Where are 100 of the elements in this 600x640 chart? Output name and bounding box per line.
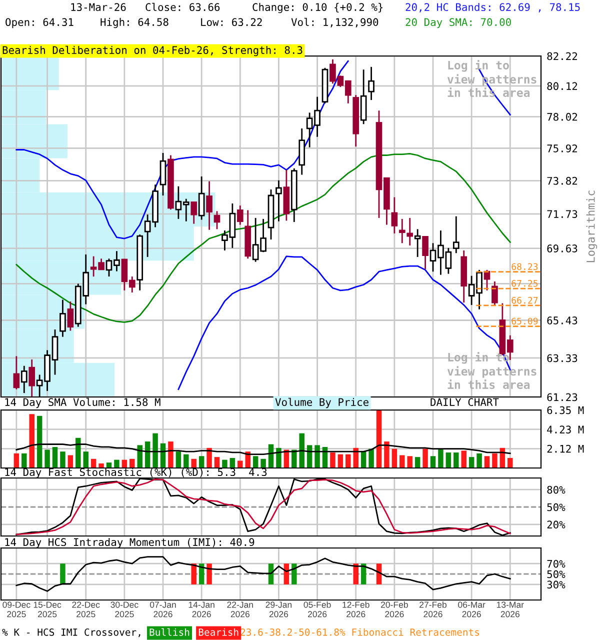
chart-title: 14 Day SMA Volume: 1.58 M <box>5 398 160 408</box>
y-tick-label: 50% <box>547 570 566 578</box>
bar <box>83 452 88 468</box>
candlestick <box>13 355 20 390</box>
bar <box>168 442 174 468</box>
y-tick-label: 6.35 M <box>547 406 584 414</box>
candlestick <box>414 228 421 258</box>
x-tick-label: 12-Feb 2026 <box>342 601 370 618</box>
candlestick <box>422 236 428 270</box>
x-tick-label: 07-Jan 2026 <box>150 602 176 618</box>
bar <box>130 458 135 468</box>
bar <box>376 410 382 468</box>
x-tick-label: 14-Jan 2026 <box>188 602 214 618</box>
bar <box>114 460 120 468</box>
bar <box>330 452 336 468</box>
candlestick <box>452 216 460 254</box>
y-tick-label: 4.23 M <box>547 426 584 434</box>
bar <box>22 453 27 468</box>
y-tick-label: 50% <box>547 503 566 512</box>
y-tick-label: 65.43 <box>547 316 578 324</box>
bar <box>430 456 436 468</box>
text: 13-Mar-26 <box>71 3 126 12</box>
y-tick-label: 73.82 <box>547 176 578 185</box>
line-series <box>16 556 511 592</box>
x-tick-label: 30-Dec 2025 <box>110 602 138 618</box>
bar <box>14 453 20 468</box>
legend-title: % K - HCS IMI Crossover, <box>2 628 140 638</box>
bar <box>468 457 474 468</box>
bar <box>76 438 81 468</box>
y-tick-label: 80.12 <box>547 82 578 90</box>
text: Low: 63.22 <box>201 18 262 26</box>
bar <box>230 458 236 468</box>
bar <box>98 463 104 468</box>
x-tick-label: 09-Dec 2025 <box>2 602 30 618</box>
text: 20 Day SMA: 70.00 <box>406 18 511 28</box>
bar <box>461 450 466 468</box>
bar <box>137 445 142 468</box>
ref-line-label: 65.09 <box>512 318 538 325</box>
y-tick-label: 69.63 <box>547 244 578 252</box>
bar <box>492 453 498 468</box>
candlestick <box>206 180 212 231</box>
candlestick <box>28 358 36 397</box>
y-tick-label: 30% <box>547 580 566 589</box>
bar <box>446 452 452 468</box>
bar <box>392 448 398 468</box>
text: Vol: 1,132,990 <box>291 18 378 28</box>
candlestick <box>190 201 198 224</box>
bar <box>508 458 513 468</box>
ref-line-label: 67.25 <box>512 280 538 287</box>
x-tick-label: 29-Jan 2026 <box>266 602 292 618</box>
bar <box>368 448 374 468</box>
chart-title: Bearish Deliberation on 04-Feb-26, Strength: 8.3 <box>2 46 302 56</box>
candlestick <box>198 176 205 220</box>
y-tick-label: 78.02 <box>547 112 578 121</box>
y-axis-title: Logarithmic <box>586 190 598 262</box>
candlestick <box>236 204 244 226</box>
candlestick <box>492 280 498 306</box>
bar <box>353 448 358 468</box>
text: Close: 63.66 <box>146 2 220 12</box>
candlestick <box>214 210 220 230</box>
text: Bearish <box>198 628 238 636</box>
bar <box>407 456 412 468</box>
bar <box>260 458 266 468</box>
bar <box>400 455 405 468</box>
candlestick <box>391 196 398 234</box>
x-tick-label: 27-Feb 2026 <box>420 601 446 618</box>
bar <box>414 457 420 468</box>
y-tick-label: 2.12 M <box>547 444 584 453</box>
bar <box>68 455 74 468</box>
bar <box>176 452 182 468</box>
bar <box>292 450 297 468</box>
x-tick-label: 06-Mar 2026 <box>458 602 486 618</box>
candlestick <box>160 152 166 196</box>
y-tick-label: 80% <box>547 486 566 494</box>
y-tick-label: 20% <box>547 520 566 529</box>
line-series <box>16 153 511 323</box>
text: 20,2 HC Bands: 62.69 , 78.15 <box>406 2 580 12</box>
bar <box>60 452 66 468</box>
candlestick <box>276 180 282 222</box>
text: 23.6-38.2-50-61.8% Fibonacci Retracements <box>240 628 480 636</box>
y-tick-label: 71.73 <box>547 210 578 218</box>
bar <box>198 456 204 468</box>
bar <box>252 456 258 468</box>
text: Bullish <box>150 628 190 636</box>
x-tick-label: 22-Jan 2026 <box>227 602 253 618</box>
y-tick-label: 82.22 <box>547 52 578 60</box>
chart-title: 14 Day HCS Intraday Momentum (IMI): 40.9 <box>5 538 254 548</box>
text: Volume By Price <box>275 398 368 408</box>
x-tick-label: 15-Dec 2025 <box>34 602 62 618</box>
candlestick <box>67 300 74 332</box>
ref-line-label: 66.27 <box>512 296 538 304</box>
bar <box>191 458 196 468</box>
ref-line-label: 68.23 <box>512 263 538 270</box>
bar <box>206 448 212 468</box>
bar <box>36 416 42 468</box>
text: High: 64.58 <box>100 18 168 28</box>
bar <box>299 433 304 468</box>
bar <box>454 452 459 468</box>
bar <box>214 457 220 468</box>
bar <box>238 460 243 468</box>
